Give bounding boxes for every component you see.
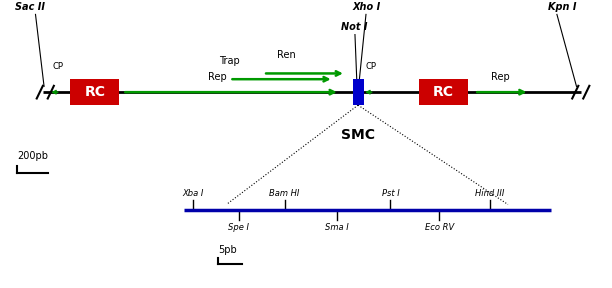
Text: Xho I: Xho I — [353, 1, 381, 12]
Text: Rep: Rep — [491, 72, 510, 82]
Text: SMC: SMC — [341, 128, 375, 142]
Text: Not I: Not I — [341, 22, 368, 32]
Text: RC: RC — [84, 85, 105, 99]
Text: Xba I: Xba I — [183, 189, 204, 198]
Text: Bam HI: Bam HI — [269, 189, 300, 198]
Bar — [70, 79, 119, 105]
Text: Hind III: Hind III — [475, 189, 504, 198]
Text: CP: CP — [52, 62, 63, 71]
Text: 5pb: 5pb — [218, 245, 237, 255]
Text: CP: CP — [366, 62, 377, 71]
Text: Ren: Ren — [277, 50, 296, 60]
Text: Pst I: Pst I — [381, 189, 400, 198]
Bar — [419, 79, 468, 105]
Text: RC: RC — [433, 85, 454, 99]
Text: Rep: Rep — [208, 72, 226, 82]
Text: Eco RV: Eco RV — [425, 223, 454, 232]
Text: Sma I: Sma I — [325, 223, 348, 232]
Text: Kpn I: Kpn I — [548, 1, 577, 12]
Bar — [353, 79, 364, 105]
Text: Trap: Trap — [219, 56, 240, 66]
Text: Sac II: Sac II — [15, 1, 45, 12]
Text: 200pb: 200pb — [17, 151, 48, 161]
Text: Spe I: Spe I — [228, 223, 249, 232]
